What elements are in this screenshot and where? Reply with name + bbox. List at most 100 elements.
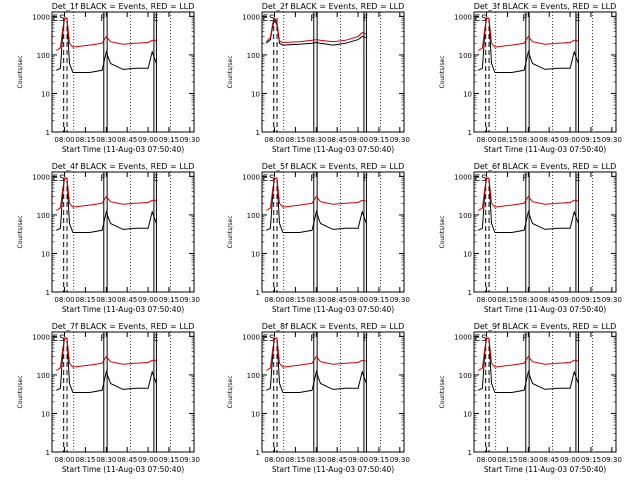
region-label: E [575, 334, 581, 344]
y-tick-label: 100 [459, 52, 472, 60]
region-label: S [269, 334, 275, 344]
chart-panel-9: Det_9f BLACK = Events, RED = LLD Counts/s… [439, 322, 622, 474]
region-label: S [481, 14, 487, 24]
x-tick-label: 08:45 [539, 456, 559, 464]
region-label: F [310, 334, 315, 344]
x-tick-label: 09:00 [348, 456, 368, 464]
x-tick-label: 08:30 [306, 296, 326, 304]
y-tick-label: 1000 [32, 173, 50, 181]
x-tick-label: 09:15 [159, 296, 179, 304]
y-tick-label: 1000 [32, 333, 50, 341]
x-tick-label: 08:30 [96, 136, 116, 144]
plot-frame [473, 331, 617, 453]
x-tick-label: 09:15 [581, 296, 601, 304]
x-tick-label: 08:45 [539, 296, 559, 304]
region-label: S [269, 174, 275, 184]
region-label: S [59, 334, 65, 344]
region-label: E [52, 334, 58, 344]
x-tick-label: 09:00 [348, 296, 368, 304]
x-axis-label: Start Time (11-Aug-03 07:50:40) [484, 465, 606, 474]
region-label: S [59, 174, 65, 184]
chart-panel-4: Det_4f BLACK = Events, RED = LLD Counts/s… [17, 162, 200, 314]
chart-title: Det_7f BLACK = Events, RED = LLD [52, 322, 195, 331]
y-tick-label: 1 [468, 129, 472, 137]
x-tick-label: 08:30 [518, 296, 538, 304]
y-tick-label: 1 [256, 289, 260, 297]
x-tick-label: 08:00 [54, 296, 74, 304]
y-tick-label: 100 [37, 372, 50, 380]
chart-panel-3: Det_3f BLACK = Events, RED = LLD Counts/s… [439, 2, 622, 154]
y-tick-label: 100 [459, 212, 472, 220]
y-tick-label: 10 [41, 90, 50, 98]
chart-panel-5: Det_5f BLACK = Events, RED = LLD Counts/s… [227, 162, 410, 314]
x-tick-label: 09:15 [159, 136, 179, 144]
x-tick-label: 08:00 [54, 136, 74, 144]
region-label: E [153, 174, 159, 184]
x-tick-label: 08:00 [54, 456, 74, 464]
y-tick-label: 10 [41, 410, 50, 418]
y-tick-label: 10 [41, 250, 50, 258]
region-label: F [310, 14, 315, 24]
x-axis-label: Start Time (11-Aug-03 07:50:40) [62, 305, 184, 314]
y-tick-label: 1 [468, 289, 472, 297]
x-tick-label: 09:15 [369, 136, 389, 144]
region-label: S [481, 174, 487, 184]
y-tick-label: 1 [46, 449, 50, 457]
y-axis-label: Counts/sec [227, 55, 234, 88]
x-tick-label: 08:00 [476, 296, 496, 304]
plot-frame [261, 11, 405, 133]
region-label: F [100, 14, 105, 24]
y-axis-label: Counts/sec [439, 55, 446, 88]
series-line-lld [477, 177, 579, 211]
x-tick-label: 08:15 [75, 456, 95, 464]
x-tick-label: 08:45 [117, 136, 137, 144]
series-line-lld [55, 337, 157, 371]
x-tick-label: 08:45 [327, 136, 347, 144]
y-tick-label: 100 [247, 212, 260, 220]
x-axis-label: Start Time (11-Aug-03 07:50:40) [272, 145, 394, 154]
plot-frame [473, 11, 617, 133]
y-tick-label: 10 [251, 250, 260, 258]
chart-title: Det_6f BLACK = Events, RED = LLD [474, 162, 617, 171]
x-tick-label: 08:45 [327, 456, 347, 464]
series-line-lld [265, 337, 367, 371]
x-tick-label: 09:30 [390, 296, 410, 304]
region-label: S [269, 14, 275, 24]
series-line-lld [265, 17, 367, 44]
chart-title: Det_4f BLACK = Events, RED = LLD [52, 162, 195, 171]
series-line-lld [477, 17, 579, 51]
y-tick-label: 100 [37, 212, 50, 220]
y-axis-label: Counts/sec [439, 375, 446, 408]
series-line-lld [477, 337, 579, 371]
y-axis-label: Counts/sec [227, 215, 234, 248]
region-label: E [474, 174, 480, 184]
x-tick-label: 08:45 [539, 136, 559, 144]
x-tick-label: 08:00 [264, 296, 284, 304]
chart-title: Det_5f BLACK = Events, RED = LLD [262, 162, 405, 171]
x-tick-label: 09:15 [581, 456, 601, 464]
plot-frame [51, 11, 195, 133]
y-axis-label: Counts/sec [17, 55, 24, 88]
region-label: F [522, 334, 527, 344]
series-line-events [265, 18, 367, 46]
region-label: E [474, 334, 480, 344]
y-tick-label: 100 [247, 372, 260, 380]
y-tick-label: 10 [463, 410, 472, 418]
series-line-lld [265, 177, 367, 211]
x-tick-label: 08:45 [117, 456, 137, 464]
x-tick-label: 08:15 [75, 136, 95, 144]
chart-title: Det_8f BLACK = Events, RED = LLD [262, 322, 405, 331]
chart-panel-8: Det_8f BLACK = Events, RED = LLD Counts/s… [227, 322, 410, 474]
x-tick-label: 08:30 [96, 296, 116, 304]
y-tick-label: 1 [468, 449, 472, 457]
region-label: F [522, 14, 527, 24]
x-tick-label: 08:15 [497, 136, 517, 144]
x-axis-label: Start Time (11-Aug-03 07:50:40) [272, 465, 394, 474]
x-tick-label: 09:15 [159, 456, 179, 464]
x-tick-label: 09:00 [138, 456, 158, 464]
y-tick-label: 10 [463, 250, 472, 258]
region-label: S [481, 334, 487, 344]
region-label: E [52, 14, 58, 24]
x-tick-label: 08:30 [518, 136, 538, 144]
x-tick-label: 09:30 [390, 136, 410, 144]
